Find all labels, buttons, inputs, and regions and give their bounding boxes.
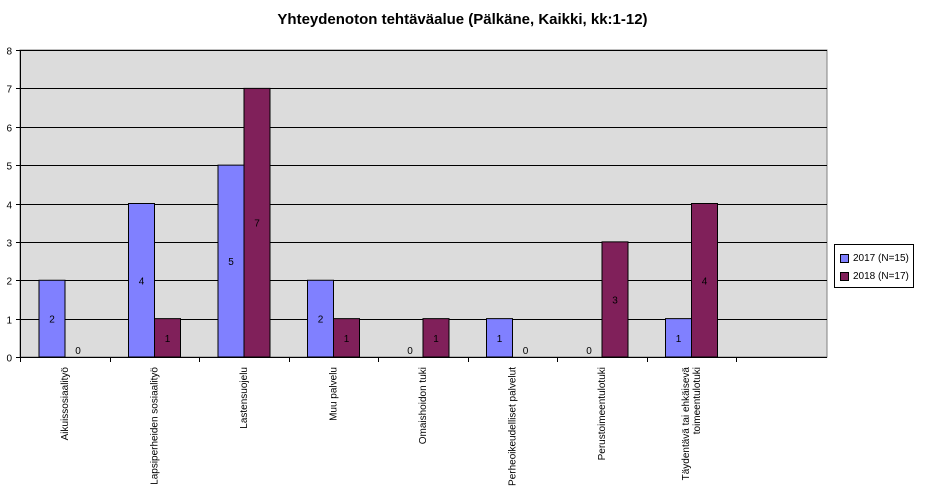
bar [601, 241, 629, 358]
y-tick-label: 8 [6, 47, 12, 58]
bar [691, 203, 718, 358]
legend-label-2017: 2017 (N=15) [853, 253, 909, 264]
legend-label-2018: 2018 (N=17) [853, 271, 909, 282]
y-tick-label: 1 [6, 316, 12, 327]
bar [665, 318, 692, 358]
legend-item-2018: 2018 (N=17) [840, 270, 909, 284]
data-label: 0 [523, 346, 529, 357]
y-tick-label: 0 [6, 354, 12, 365]
bar [217, 164, 245, 358]
bar [243, 87, 271, 358]
data-label: 4 [139, 276, 145, 287]
data-label: 1 [497, 334, 503, 345]
bar [486, 318, 513, 358]
y-tick-label: 3 [6, 239, 12, 250]
x-tick-label: Perheoikeudelliset palvelut [507, 367, 518, 486]
data-label: 0 [407, 346, 413, 357]
data-label: 3 [612, 295, 618, 306]
data-label: 1 [165, 334, 171, 345]
x-tick-label: Muu palvelu [328, 367, 339, 421]
bar [422, 318, 450, 358]
data-label: 1 [676, 334, 682, 345]
data-label: 2 [318, 315, 324, 326]
y-tick-label: 7 [6, 85, 12, 96]
y-tick-label: 5 [6, 162, 12, 173]
data-label: 5 [228, 257, 234, 268]
data-label: 4 [702, 276, 708, 287]
bar [38, 279, 66, 358]
x-tick-label: Perustoimeentulotuki [597, 367, 608, 460]
x-tick-label: Omaishoidon tuki [418, 367, 429, 444]
y-tick-label: 2 [6, 277, 12, 288]
data-label: 0 [586, 346, 592, 357]
y-tick-label: 4 [6, 201, 12, 212]
x-tick-label: Lastensuojelu [239, 367, 250, 429]
x-tick-label: Lapsiperheiden sosiaalityö [149, 367, 160, 485]
x-tick-label: Aikuissosiaalityö [60, 367, 71, 441]
bar [128, 203, 155, 358]
bar [333, 318, 360, 358]
legend-swatch-2017 [840, 253, 849, 263]
x-tick-label: toimeentulotuki [692, 367, 703, 434]
y-tick-label: 6 [6, 124, 12, 135]
legend-item-2017: 2017 (N=15) [840, 252, 909, 266]
bar [154, 318, 181, 358]
data-label: 1 [433, 334, 439, 345]
legend: 2017 (N=15) 2018 (N=17) [834, 244, 914, 288]
data-label: 7 [254, 219, 260, 230]
data-label: 1 [344, 334, 350, 345]
data-label: 2 [49, 315, 55, 326]
data-label: 0 [75, 346, 81, 357]
chart-title: Yhteydenoton tehtäväalue (Pälkäne, Kaikk… [277, 11, 648, 28]
legend-swatch-2018 [840, 271, 849, 281]
x-tick-label: Täydentävä tai ehkäisevä [681, 367, 692, 481]
